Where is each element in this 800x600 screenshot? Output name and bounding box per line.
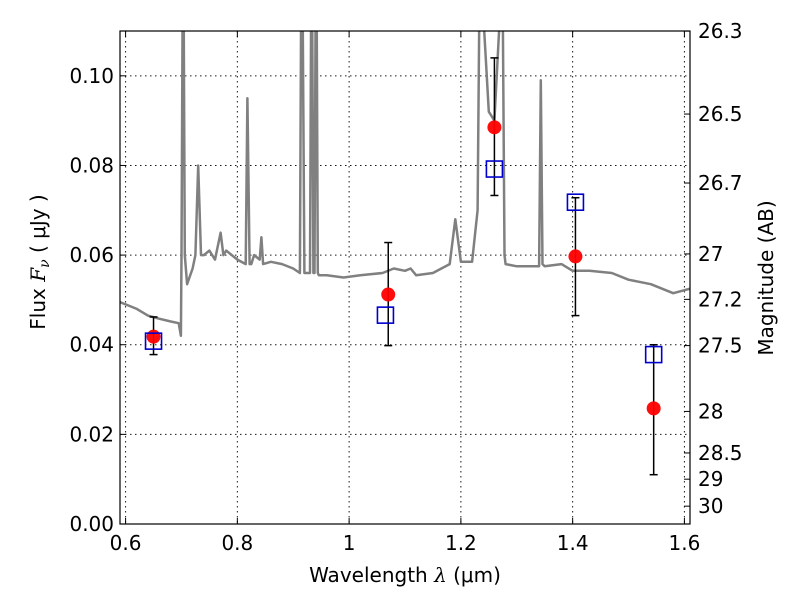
y2-tick-label: 26.3: [698, 19, 743, 43]
y-tick-label: 0.04: [69, 333, 114, 357]
y2-tick-label: 29: [698, 467, 723, 491]
y2-tick-label: 27.2: [698, 287, 743, 311]
y2-axis-ticks: 26.3 26.5 26.7 27 27.2 27.5 28 28.529 30: [684, 19, 743, 518]
y-tick-label: 0.06: [69, 243, 114, 267]
square-series: [144, 160, 663, 364]
y2-tick-label: 26.5: [698, 102, 743, 126]
data-point-square: [644, 345, 663, 364]
spectrum-series: [120, 31, 690, 338]
plot-frame: [119, 30, 691, 525]
x-tick-label: 1.2: [445, 531, 477, 555]
y-tick-label: 0.02: [69, 422, 114, 446]
data-point-square: [485, 160, 504, 178]
x-tick-label: 1: [343, 531, 356, 555]
data-point-circle: [646, 401, 661, 416]
x-axis-label: Wavelength λ (μm): [309, 563, 501, 587]
x-tick-label: 0.8: [221, 531, 253, 555]
y-tick-label: 0.08: [69, 153, 114, 177]
y2-axis-label: Magnitude (AB): [754, 200, 778, 355]
data-point-circle: [487, 120, 502, 135]
y2-tick-label: 27: [698, 242, 723, 266]
data-point-circle: [381, 287, 396, 302]
grid: [120, 31, 690, 525]
y-axis-ticks: 0.00 0.02 0.04 0.06 0.08 0.10: [69, 64, 126, 536]
y-tick-label: 0.00: [69, 512, 114, 536]
y2-tick-label: 28.5: [698, 441, 743, 465]
y2-tick-label: 28: [698, 399, 723, 423]
x-axis-ticks: 0.6 0.8 1 1.2 1.4 1.6: [110, 31, 701, 555]
y2-tick-label: 30: [698, 494, 723, 518]
errorbar-series: [146, 57, 661, 476]
data-point-circle: [568, 249, 583, 264]
spectrum-line: [120, 31, 690, 338]
x-tick-label: 1.6: [669, 531, 701, 555]
y2-tick-label: 26.7: [698, 171, 743, 195]
data-point-circle: [146, 329, 161, 344]
data-point-square: [144, 332, 163, 350]
data-point-square: [566, 193, 585, 212]
x-tick-label: 0.6: [110, 531, 142, 555]
y-axis-label: Flux Fν ( μJy ): [26, 194, 53, 329]
y-tick-label: 0.10: [69, 64, 114, 88]
y2-tick-label: 27.5: [698, 334, 743, 358]
x-tick-label: 1.4: [557, 531, 589, 555]
data-point-square: [376, 306, 395, 324]
